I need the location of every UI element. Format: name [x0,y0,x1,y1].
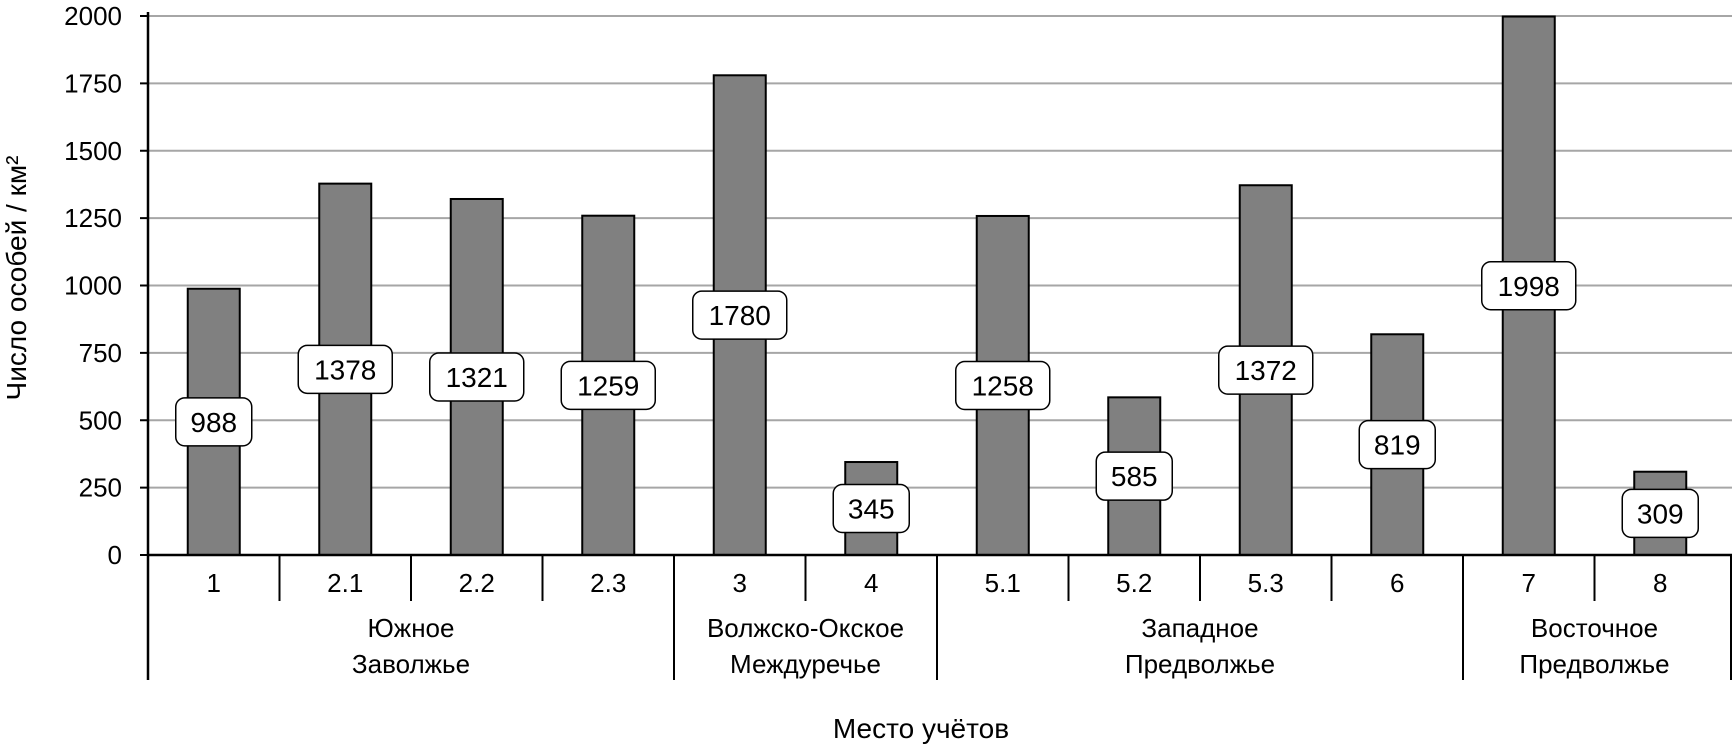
y-axis-title: Число особей / км² [1,156,32,401]
x-category-label: 5.3 [1248,568,1284,598]
y-tick-label: 2000 [64,1,122,31]
y-tick-label: 1500 [64,136,122,166]
data-label: 1780 [709,300,771,331]
x-axis-title: Место учётов [833,713,1009,744]
gridlines [148,15,1732,489]
x-category-label: 2.1 [327,568,363,598]
data-label: 819 [1374,430,1421,461]
data-label-box [175,397,253,447]
data-label: 345 [848,494,895,525]
x-category-label: 2.2 [459,568,495,598]
data-label-box [1095,451,1173,501]
data-labels: 988 1378 1321 1259 1780 345 1258 585 1372 819 1998… [175,261,1699,539]
x-category-label: 6 [1390,568,1404,598]
y-tick-labels: 0 250 500 750 1000 1250 1500 1750 2000 [64,1,122,570]
data-label-box [1218,345,1314,395]
x-category-label: 8 [1653,568,1667,598]
x-group-label: Междуречье [730,649,881,679]
data-label-box [955,360,1051,411]
x-category-label: 5.2 [1116,568,1152,598]
x-category-labels: 1 2.1 2.2 2.3 3 4 5.1 5.2 5.3 6 7 8 [207,568,1668,598]
data-label: 1259 [577,370,639,401]
data-label: 309 [1637,498,1684,529]
x-category-label: 3 [733,568,747,598]
x-group-label: Восточное [1531,613,1658,643]
data-label: 988 [190,407,237,438]
data-label: 1321 [446,362,508,393]
data-label: 1378 [314,354,376,385]
data-label: 1998 [1498,271,1560,302]
data-label-box [297,344,393,395]
data-label: 585 [1111,461,1158,492]
x-group-label: Предволжье [1125,649,1275,679]
data-label: 1258 [972,370,1034,401]
x-group-label: Волжско-Окское [707,613,904,643]
y-tick-label: 0 [108,540,122,570]
x-group-label: Предволжье [1519,649,1669,679]
data-label-box [1621,488,1699,539]
data-label-box [1358,419,1436,470]
x-category-label: 7 [1522,568,1536,598]
data-label-box [832,483,910,534]
x-category-label: 5.1 [985,568,1021,598]
axes [140,12,1732,680]
y-tick-label: 750 [79,338,122,368]
y-tick-label: 1750 [64,68,122,98]
data-label-box [560,360,656,411]
x-group-label: Западное [1141,613,1258,643]
x-group-label: Заволжье [352,649,470,679]
data-label: 1372 [1235,355,1297,386]
x-category-label: 2.3 [590,568,626,598]
data-label-box [692,290,788,340]
x-group-labels: Южное Заволжье Волжско-Окское Междуречье Зап… [352,613,1670,679]
x-category-label: 4 [864,568,878,598]
data-label-box [1481,261,1577,311]
y-tick-label: 500 [79,405,122,435]
y-tick-label: 1000 [64,271,122,301]
data-label-box [429,352,525,402]
y-tick-label: 250 [79,473,122,503]
x-group-label: Южное [368,613,455,643]
x-category-label: 1 [207,568,221,598]
y-tick-label: 1250 [64,203,122,233]
